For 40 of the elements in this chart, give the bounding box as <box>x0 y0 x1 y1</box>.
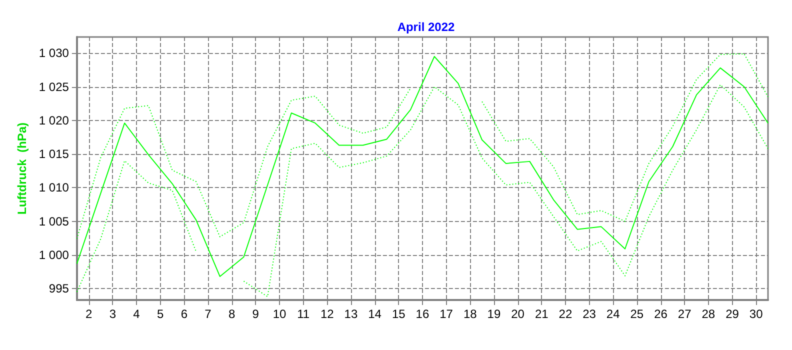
x-tick-label: 9 <box>252 307 260 321</box>
x-tick-label: 6 <box>180 307 188 321</box>
x-tick-label: 13 <box>344 307 358 321</box>
x-tick-label: 30 <box>749 307 764 321</box>
x-tick-label: 21 <box>534 307 549 321</box>
x-tick-label: 20 <box>511 307 525 321</box>
y-tick-label: 1 020 <box>38 113 70 128</box>
x-tick-label: 22 <box>558 307 572 321</box>
x-tick-label: 15 <box>392 307 406 321</box>
x-tick-label: 5 <box>156 307 164 321</box>
x-tick-label: 14 <box>368 307 382 321</box>
y-tick-label: 1 005 <box>38 214 70 228</box>
x-tick-label: 8 <box>228 307 236 321</box>
x-tick-label: 29 <box>726 307 740 321</box>
y-axis-title: Luftdruck (hPa) <box>15 122 29 214</box>
y-tick-label: 995 <box>48 282 70 296</box>
x-tick-label: 26 <box>654 307 668 321</box>
x-tick-label: 4 <box>133 307 140 321</box>
y-tick-label: 1 010 <box>38 180 70 195</box>
x-tick-label: 28 <box>702 307 716 321</box>
x-tick-label: 10 <box>272 307 286 321</box>
x-tick-label: 2 <box>86 307 92 321</box>
x-tick-label: 16 <box>416 307 430 321</box>
x-tick-label: 27 <box>678 307 692 321</box>
x-tick-label: 17 <box>440 307 454 321</box>
line-series <box>76 56 768 277</box>
x-tick-label: 19 <box>487 307 501 321</box>
x-tick-label: 25 <box>630 307 644 321</box>
chart-title: April 2022 <box>397 20 455 34</box>
x-tick-label: 7 <box>204 307 212 321</box>
x-tick-label: 18 <box>463 307 478 321</box>
x-tick-label: 11 <box>297 307 310 321</box>
x-tick-label: 23 <box>582 307 596 321</box>
y-tick-label: 1 015 <box>38 147 70 162</box>
y-tick-label: 1 025 <box>38 80 70 94</box>
y-tick-label: 1 000 <box>38 248 70 262</box>
x-tick-label: 24 <box>606 307 620 321</box>
y-tick-label: 1 030 <box>38 46 70 60</box>
x-tick-label: 12 <box>320 307 334 321</box>
x-tick-label: 3 <box>109 307 116 321</box>
